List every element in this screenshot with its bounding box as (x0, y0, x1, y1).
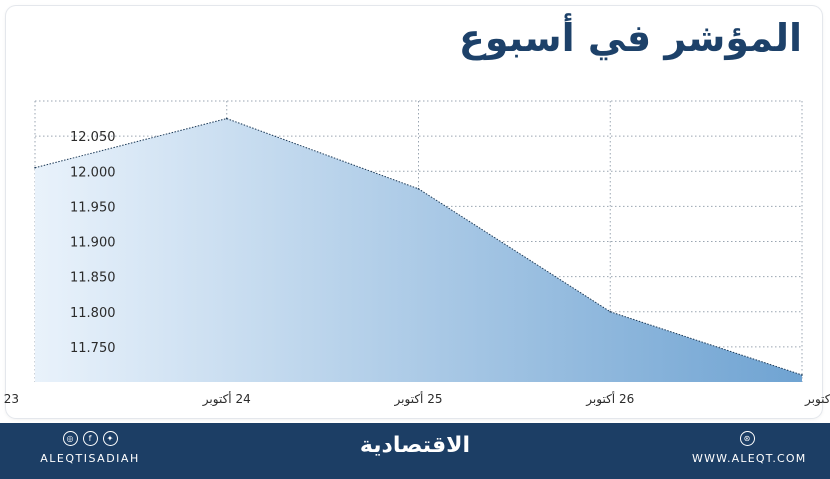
y-tick-label: 11.800 (70, 306, 116, 321)
x-tick-label: 24 أكتوبر (202, 391, 251, 407)
y-tick-label: 12.000 (70, 165, 116, 180)
y-tick-label: 11.900 (70, 236, 116, 251)
data-point (609, 310, 612, 313)
y-tick-label: 11.950 (70, 200, 116, 215)
instagram-icon[interactable]: ◎ (62, 431, 78, 446)
x-tick-label: 25 أكتوبر (394, 391, 443, 407)
x-tick-label: 23 أكتوبر (0, 391, 19, 407)
facebook-icon[interactable]: f (82, 431, 98, 446)
x-tick-label: 27 أكتوبر (804, 391, 830, 407)
series-area (34, 117, 803, 382)
social-block: ◎ f ✦ ALEQTISADIAH (30, 431, 150, 465)
data-point (34, 166, 36, 169)
x-tick-label: 26 أكتوبر (585, 391, 634, 407)
social-handle[interactable]: ALEQTISADIAH (40, 452, 140, 465)
y-axis-ticks: 11.750 11.800 11.850 11.900 11.950 12.000 12.0… (70, 130, 116, 356)
data-point (225, 117, 228, 120)
y-tick-label: 11.850 (70, 271, 116, 286)
twitter-icon[interactable]: ✦ (102, 431, 118, 446)
website-block: ⊛ WWW.ALEQT.COM (692, 431, 807, 465)
website-icon[interactable]: ⊛ (739, 431, 755, 446)
chart-title: المؤشر في أسبوع (458, 16, 802, 60)
area-fill (35, 118, 802, 382)
area-chart: 11.750 11.800 11.850 11.900 11.950 12.000 12.0… (0, 100, 830, 407)
y-tick-label: 12.050 (70, 130, 116, 145)
data-point (801, 374, 803, 376)
footer-bar: ◎ f ✦ ALEQTISADIAH الاقتصادية ⊛ WWW.ALEQ… (0, 423, 830, 479)
y-tick-label: 11.750 (70, 341, 116, 356)
brand-logo: الاقتصادية (359, 433, 471, 458)
x-axis-ticks: 23 أكتوبر 24 أكتوبر 25 أكتوبر 26 أكتوبر 27 أ… (0, 391, 830, 407)
website-url[interactable]: WWW.ALEQT.COM (692, 452, 807, 465)
data-point (417, 188, 420, 190)
